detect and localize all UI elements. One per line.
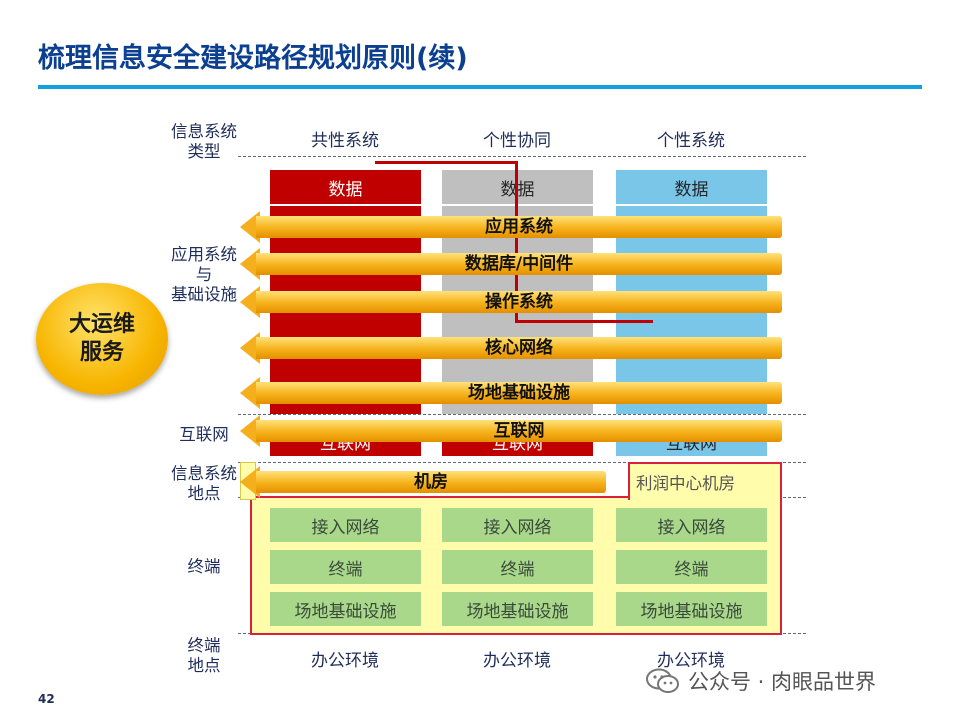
office-env-collab: 办公环境 <box>483 651 551 671</box>
row-label-internet: 互联网 <box>179 425 229 444</box>
watermark-text: 公众号 · 肉眼品世界 <box>688 670 877 694</box>
page-title: 梳理信息安全建设路径规划原则(续) <box>38 43 468 74</box>
arrow-site-infrastructure: 场地基础设施 <box>240 377 782 409</box>
arrow-head-icon <box>240 332 260 364</box>
office-env-shared: 办公环境 <box>311 651 379 671</box>
arrow-label: 互联网 <box>493 421 545 441</box>
terminal-cell: 终端 <box>616 550 767 584</box>
site-infra-cell: 场地基础设施 <box>270 592 421 626</box>
terminal-cell: 终端 <box>270 550 421 584</box>
site-infra-cell: 场地基础设施 <box>442 592 593 626</box>
arrow-application-system: 应用系统 <box>240 211 782 243</box>
boundary-line-top <box>375 161 517 164</box>
divider-app <box>238 414 806 415</box>
row-label-app-infra: 应用系统 与 基础设施 <box>171 245 237 304</box>
arrow-head-icon <box>240 415 260 447</box>
boundary-line-bottom <box>515 320 653 323</box>
access-network-cell: 接入网络 <box>442 508 593 542</box>
profit-center-zone <box>628 462 782 500</box>
operations-service-label: 大运维 服务 <box>68 312 135 365</box>
arrow-core-network: 核心网络 <box>240 332 782 364</box>
arrow-label: 机房 <box>414 472 448 492</box>
access-network-cell: 接入网络 <box>270 508 421 542</box>
row-label-system-type: 信息系统 类型 <box>171 122 237 161</box>
arrow-head-icon <box>240 248 260 280</box>
arrow-label: 场地基础设施 <box>468 383 570 403</box>
arrow-machine-room: 机房 <box>240 466 606 498</box>
arrow-operating-system: 操作系统 <box>240 286 782 318</box>
title-underline <box>38 85 922 89</box>
site-infra-cell: 场地基础设施 <box>616 592 767 626</box>
column-header-collab: 个性协同 <box>483 131 551 151</box>
data-cell-shared: 数据 <box>270 170 421 204</box>
arrow-label: 应用系统 <box>485 217 553 237</box>
office-env-individual: 办公环境 <box>657 651 725 671</box>
divider-internet <box>238 462 806 463</box>
column-header-individual: 个性系统 <box>657 131 725 151</box>
arrow-label: 数据库/中间件 <box>464 254 574 274</box>
access-network-cell: 接入网络 <box>616 508 767 542</box>
arrow-head-icon <box>240 286 260 318</box>
arrow-label: 核心网络 <box>485 338 553 358</box>
watermark: 公众号 · 肉眼品世界 <box>646 666 876 696</box>
row-label-location: 信息系统 地点 <box>171 464 237 503</box>
profit-center-label: 利润中心机房 <box>636 474 735 493</box>
arrow-database-middleware: 数据库/中间件 <box>240 248 782 280</box>
row-label-terminal: 终端 <box>187 557 221 576</box>
arrow-head-icon <box>240 466 260 498</box>
operations-service-circle: 大运维 服务 <box>36 283 168 395</box>
page-number: 42 <box>38 692 55 706</box>
boundary-line-vertical <box>515 161 518 321</box>
arrow-head-icon <box>240 211 260 243</box>
row-label-terminal-location: 终端 地点 <box>187 636 221 675</box>
column-header-shared: 共性系统 <box>311 131 379 151</box>
divider-type <box>238 156 806 157</box>
arrow-label: 操作系统 <box>485 292 553 312</box>
data-cell-individual: 数据 <box>616 170 767 204</box>
arrow-internet: 互联网 <box>240 415 782 447</box>
wechat-icon <box>646 668 679 693</box>
arrow-head-icon <box>240 377 260 409</box>
terminal-cell: 终端 <box>442 550 593 584</box>
